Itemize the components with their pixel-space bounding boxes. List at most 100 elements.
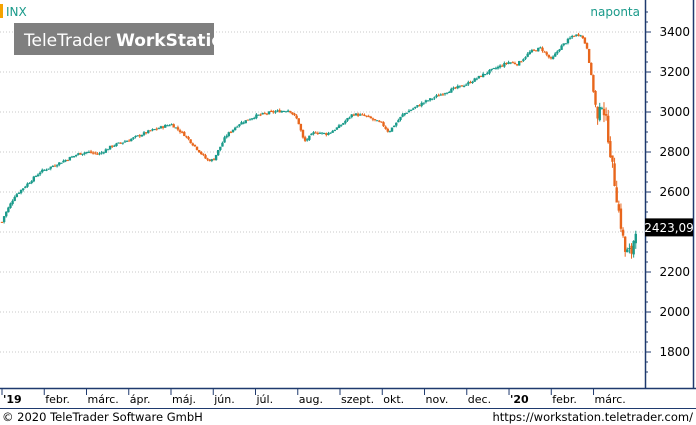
- candle-body: [136, 135, 139, 137]
- candle-body: [51, 166, 55, 168]
- candle-body: [306, 139, 309, 141]
- candle-body: [195, 146, 199, 150]
- candle-body: [490, 68, 493, 70]
- footer-url[interactable]: https://workstation.teletrader.com/: [492, 410, 693, 424]
- candle-body: [547, 55, 551, 58]
- candle-body: [443, 93, 447, 95]
- candle-body: [193, 144, 197, 147]
- candle-body: [517, 61, 521, 66]
- candle-body: [2, 216, 6, 223]
- candle-body: [371, 118, 375, 120]
- candle-body: [272, 111, 275, 113]
- candle-body: [155, 128, 158, 130]
- y-tick-label: 3400: [659, 25, 690, 39]
- candle-body: [147, 130, 150, 134]
- candle-body: [115, 143, 118, 147]
- candle-body: [626, 249, 629, 253]
- candle-body: [494, 68, 498, 70]
- candle-body: [185, 136, 188, 138]
- candle-body: [257, 114, 260, 116]
- candle-body: [204, 155, 207, 159]
- candle-body: [420, 102, 423, 106]
- candle-body: [623, 236, 627, 252]
- candle-body: [248, 119, 252, 121]
- candle-body: [532, 49, 536, 51]
- candle-body: [458, 85, 462, 87]
- candle-body: [89, 151, 93, 153]
- x-tick-label: márc.: [595, 393, 626, 406]
- candle-body: [53, 165, 57, 167]
- candle-body: [11, 200, 14, 204]
- candle-body: [28, 182, 31, 184]
- candle-body: [233, 127, 237, 131]
- candle-body: [621, 229, 625, 236]
- candle-body: [286, 110, 290, 112]
- candle-body: [34, 176, 38, 178]
- candle-body: [79, 152, 82, 155]
- candle-body: [119, 142, 122, 144]
- candle-body: [431, 98, 434, 100]
- candle-body: [242, 122, 245, 124]
- candle-body: [558, 49, 561, 52]
- candle-body: [339, 125, 343, 127]
- candle-body: [486, 72, 489, 74]
- candle-body: [388, 131, 392, 133]
- candle-body: [191, 143, 194, 146]
- candle-body: [206, 158, 209, 160]
- candle-body: [303, 137, 307, 141]
- candle-body: [7, 207, 10, 213]
- candle-body: [43, 169, 46, 171]
- candle-body: [609, 141, 612, 158]
- candle-body: [261, 112, 264, 115]
- candle-body: [284, 111, 288, 113]
- candle-body: [111, 145, 114, 147]
- candle-body: [83, 152, 86, 154]
- candle-body: [422, 102, 426, 104]
- candle-body: [19, 189, 23, 194]
- candle-body: [322, 133, 326, 135]
- candle-body: [189, 139, 192, 144]
- candle-body: [634, 233, 637, 244]
- candle-body: [269, 110, 273, 112]
- gridlines: [0, 31, 645, 353]
- y-tick-label: 3200: [659, 65, 690, 79]
- candle-body: [439, 94, 442, 96]
- candle-body: [200, 151, 203, 155]
- candle-body: [36, 174, 40, 177]
- candle-body: [604, 114, 608, 116]
- candle-body: [74, 155, 78, 157]
- candle-body: [488, 69, 491, 74]
- candle-body: [132, 137, 135, 139]
- candle-body: [314, 132, 317, 134]
- candle-body: [149, 130, 152, 132]
- candle-body: [583, 37, 587, 44]
- candle-body: [293, 113, 296, 116]
- candle-body: [58, 162, 61, 165]
- candle-body: [60, 162, 63, 164]
- y-axis: 180020002200240026002800300032003400: [645, 11, 690, 373]
- candle-body: [469, 81, 472, 84]
- candle-body: [187, 137, 190, 140]
- candle-body: [543, 51, 546, 53]
- y-tick-label: 1800: [659, 345, 690, 359]
- candle-body: [496, 66, 500, 69]
- candle-body: [549, 57, 553, 59]
- candle-body: [77, 153, 80, 155]
- candle-body: [507, 62, 510, 64]
- candle-body: [81, 153, 84, 155]
- candle-body: [9, 203, 12, 208]
- candle-body: [21, 188, 25, 190]
- candle-body: [590, 62, 593, 75]
- candle-body: [526, 53, 529, 57]
- candle-body: [161, 126, 165, 128]
- candle-body: [568, 37, 572, 39]
- candle-body: [41, 169, 44, 173]
- candle-body: [564, 43, 568, 45]
- candle-body: [108, 145, 112, 150]
- candle-body: [308, 135, 311, 140]
- candle-body: [452, 87, 455, 89]
- candle-body: [70, 156, 74, 158]
- candle-body: [267, 111, 271, 115]
- candle-body: [225, 135, 228, 138]
- candle-body: [253, 117, 256, 119]
